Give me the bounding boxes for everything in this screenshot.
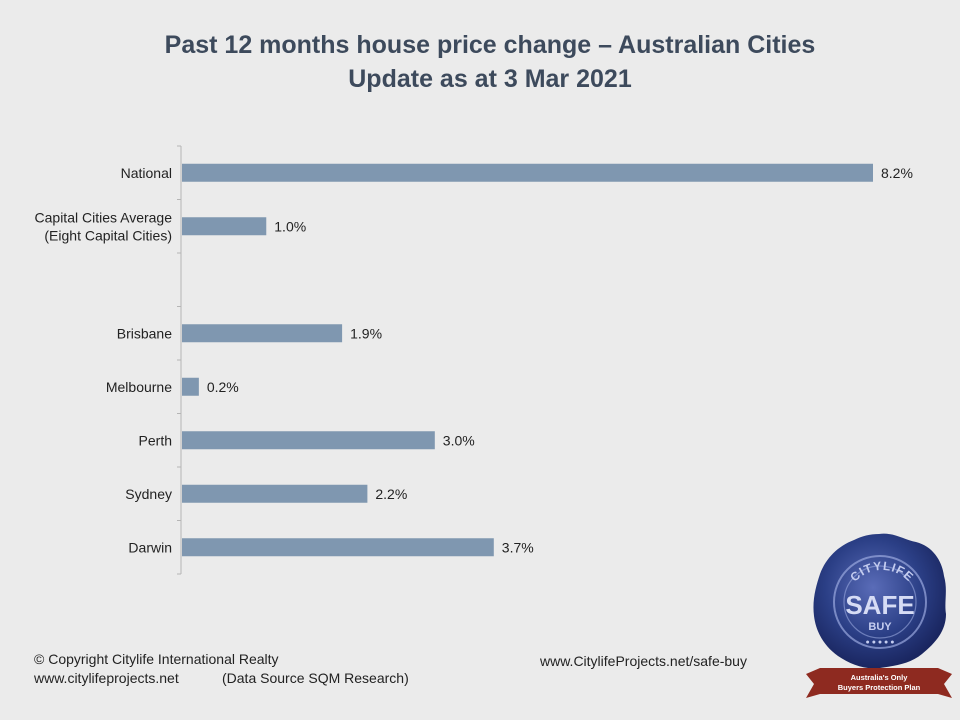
category-label: Melbourne bbox=[106, 379, 172, 395]
category-label: Brisbane bbox=[117, 325, 172, 341]
website-text: www.citylifeprojects.net bbox=[34, 670, 179, 686]
data-label: 1.9% bbox=[350, 325, 382, 341]
data-label: 1.0% bbox=[274, 218, 306, 234]
data-label: 8.2% bbox=[881, 165, 913, 181]
category-label: Darwin bbox=[128, 539, 172, 555]
category-label: Perth bbox=[139, 432, 172, 448]
bar bbox=[182, 324, 343, 343]
category-label: Capital Cities Average bbox=[35, 209, 173, 225]
chart-title: Past 12 months house price change – Aust… bbox=[0, 28, 960, 96]
data-label: 2.2% bbox=[375, 486, 407, 502]
bar bbox=[182, 431, 435, 450]
data-label: 3.7% bbox=[502, 539, 534, 555]
seal-banner-line1: Australia's Only bbox=[851, 673, 909, 682]
chart-title-line2: Update as at 3 Mar 2021 bbox=[348, 65, 632, 93]
seal-sub-text: BUY bbox=[868, 621, 892, 633]
safe-buy-link[interactable]: www.CitylifeProjects.net/safe-buy bbox=[540, 653, 747, 669]
category-label: (Eight Capital Cities) bbox=[44, 227, 172, 243]
data-label: 0.2% bbox=[207, 379, 239, 395]
seal-banner bbox=[806, 668, 952, 698]
bar bbox=[182, 538, 494, 557]
category-label: National bbox=[121, 165, 172, 181]
bar bbox=[182, 484, 368, 503]
seal-main-text: SAFE bbox=[845, 590, 914, 620]
safe-buy-seal-logo: CITYLIFE SAFE BUY ● ● ● ● ● Australia's … bbox=[806, 533, 952, 698]
seal-dots-icon: ● ● ● ● ● bbox=[866, 639, 895, 646]
seal-banner-line2: Buyers Protection Plan bbox=[838, 683, 921, 692]
data-label: 3.0% bbox=[443, 432, 475, 448]
data-source-text: (Data Source SQM Research) bbox=[222, 670, 409, 686]
chart-title-line1: Past 12 months house price change – Aust… bbox=[164, 31, 816, 59]
bar bbox=[182, 217, 267, 236]
bar bbox=[182, 377, 199, 396]
category-label: Sydney bbox=[125, 486, 172, 502]
bar bbox=[182, 163, 873, 182]
copyright-text: © Copyright Citylife International Realt… bbox=[34, 651, 279, 667]
